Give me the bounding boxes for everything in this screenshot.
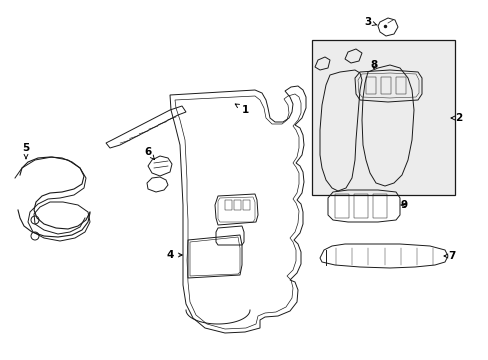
Text: 1: 1 — [235, 104, 248, 115]
Polygon shape — [311, 40, 454, 195]
Text: 7: 7 — [443, 251, 455, 261]
Text: 9: 9 — [400, 200, 407, 210]
Text: 3: 3 — [364, 17, 376, 27]
Text: 8: 8 — [369, 60, 377, 70]
Text: 4: 4 — [166, 250, 182, 260]
Text: 2: 2 — [450, 113, 462, 123]
Text: 6: 6 — [144, 147, 154, 159]
Text: 5: 5 — [22, 143, 30, 159]
